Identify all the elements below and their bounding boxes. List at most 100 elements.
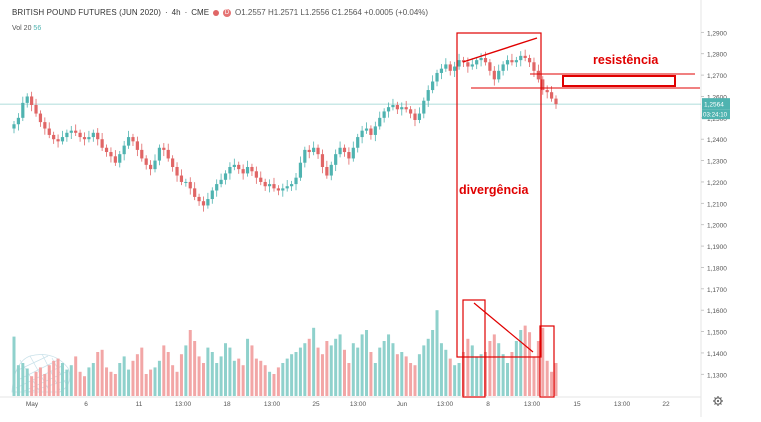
candle-body — [263, 181, 267, 187]
volume-bar — [232, 360, 236, 396]
volume-bar — [479, 354, 483, 396]
candle-body — [82, 137, 87, 140]
price-trendline — [462, 37, 538, 63]
volume-bar — [109, 371, 113, 396]
time-axis[interactable]: May 6 11 13:00 18 13:00 25 13:00 Jun 13:00 8 13:00 1… — [26, 401, 670, 408]
volume-bar — [404, 356, 408, 396]
y-tick-label: 1,1600 — [707, 308, 727, 315]
y-tick-label: 1,1300 — [707, 372, 727, 379]
volume-bar — [30, 376, 34, 396]
x-tick-label: 15 — [573, 401, 581, 408]
candle-body — [223, 173, 228, 180]
countdown-label: 03:24:10 — [703, 112, 728, 119]
candle-body — [276, 188, 280, 191]
candle-body — [38, 113, 43, 123]
candle-body — [479, 57, 483, 61]
candle-body — [413, 113, 417, 120]
volume-bar — [413, 365, 417, 396]
x-tick-label: 22 — [662, 401, 670, 408]
ohlc-values: O1.2557 H1.2571 L1.2556 C1.2564 +0.0005 … — [235, 8, 429, 17]
volume-bar — [184, 345, 188, 396]
candle-body — [395, 105, 399, 110]
status-dot — [213, 9, 220, 16]
x-tick-label: 13:00 — [175, 401, 192, 408]
y-tick-label: 1,1800 — [707, 265, 727, 272]
volume-bar — [153, 367, 157, 396]
interval-label[interactable]: 4h — [171, 8, 181, 17]
candle-body — [201, 201, 206, 206]
volume-bar — [250, 345, 254, 396]
annotations: divergência resistência — [456, 32, 700, 398]
volume-bar — [320, 354, 324, 396]
candle-body — [144, 158, 148, 165]
candle-body — [126, 137, 131, 146]
volume-trendline — [473, 302, 534, 353]
chart-header: BRITISH POUND FUTURES (JUN 2020) · 4h · … — [12, 8, 429, 17]
candle-body — [131, 137, 135, 142]
candle-body — [329, 164, 333, 176]
volume-bar — [52, 360, 56, 396]
volume-bar — [378, 347, 382, 396]
candle-body — [298, 162, 303, 178]
candle-body — [267, 184, 272, 187]
countdown-tag — [702, 109, 730, 120]
candle-body — [21, 102, 25, 118]
candle-body — [135, 141, 139, 150]
candle-body — [360, 130, 364, 138]
volume-bar — [435, 310, 439, 396]
candle-body — [60, 137, 65, 142]
candle-body — [378, 117, 382, 127]
divergence-box — [456, 32, 542, 358]
volume-bar — [325, 341, 329, 396]
candle-body — [426, 90, 430, 101]
candle-body — [197, 196, 201, 202]
candle-body — [188, 181, 192, 189]
y-tick-label: 1,2700 — [707, 73, 727, 80]
volume-bar — [475, 356, 479, 396]
x-tick-label: 8 — [486, 401, 490, 408]
y-tick-label: 1,2000 — [707, 223, 727, 230]
volume-bar — [78, 371, 82, 396]
candle-body — [65, 132, 69, 138]
candle-body — [43, 122, 47, 129]
candle-body — [47, 128, 51, 135]
x-tick-label: 25 — [312, 401, 320, 408]
volume-bar — [127, 369, 131, 396]
candle-body — [179, 175, 184, 182]
volume-bar — [550, 371, 554, 396]
candle-body — [444, 64, 448, 69]
x-tick-label: 6 — [84, 401, 88, 408]
candle-body — [171, 158, 175, 167]
volume-bar — [83, 376, 87, 396]
volume-bar — [360, 334, 364, 396]
candle-body — [483, 57, 488, 63]
delayed-badge[interactable]: D — [223, 8, 232, 17]
candle-body — [122, 145, 126, 155]
volume-bar — [210, 352, 214, 396]
resistance-zone — [562, 75, 676, 87]
volume-bar — [294, 352, 298, 396]
volume-bar — [285, 358, 289, 396]
volume-bar — [444, 349, 448, 396]
candle-body — [245, 166, 250, 174]
volume-bar — [532, 356, 536, 396]
candle-body — [241, 169, 245, 174]
candle-body — [25, 96, 29, 103]
volume-bar — [193, 341, 197, 396]
volume-bar — [431, 330, 435, 396]
volume-bar — [87, 367, 91, 396]
candle-body — [232, 164, 236, 167]
gear-icon[interactable] — [713, 396, 723, 406]
volume-box-right — [539, 325, 555, 398]
candle-body — [219, 179, 223, 185]
candle-body — [34, 105, 38, 114]
candle-body — [351, 147, 355, 159]
volume-bar — [387, 334, 391, 396]
price-axis[interactable]: 1,2900 1,2800 1,2700 1,2600 1,2500 1,2400 1,23… — [701, 30, 730, 379]
volume-bar — [215, 363, 219, 396]
volume-bar — [38, 367, 42, 396]
candle-body — [457, 60, 461, 67]
volume-bar — [528, 332, 532, 396]
